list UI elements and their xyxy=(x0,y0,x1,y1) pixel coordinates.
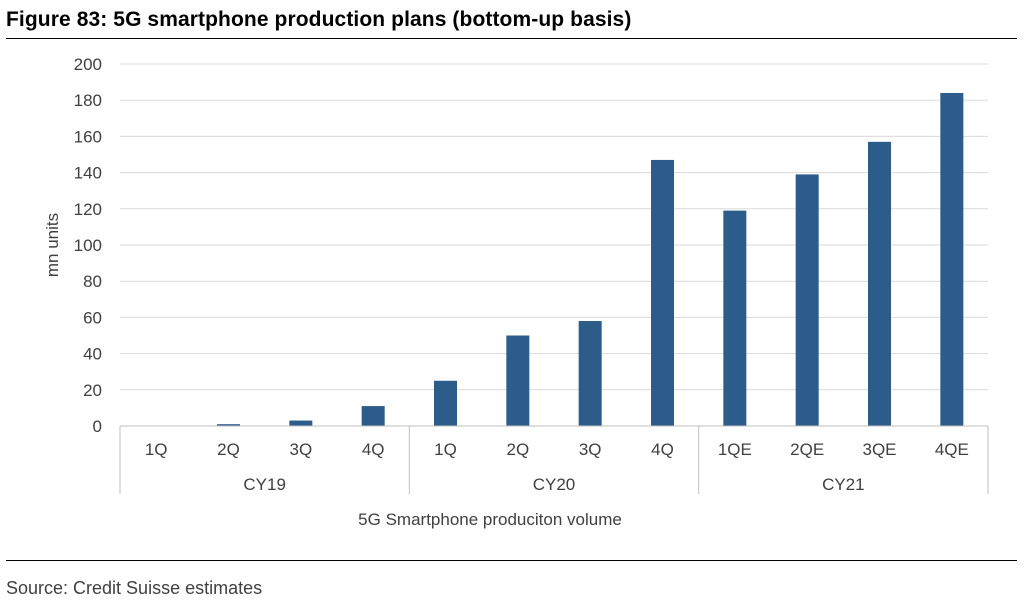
x-tick-label: 1QE xyxy=(718,440,752,459)
y-tick-label: 60 xyxy=(83,308,102,327)
bar xyxy=(651,159,674,426)
bar xyxy=(723,210,747,426)
x-tick-label: 4Q xyxy=(362,440,385,459)
bar xyxy=(795,174,819,426)
bar xyxy=(868,141,891,426)
y-tick-label: 0 xyxy=(93,417,102,436)
x-tick-label: 1Q xyxy=(434,440,457,459)
y-tick-label: 80 xyxy=(83,272,102,291)
x-tick-label: 2QE xyxy=(790,440,824,459)
group-label: CY21 xyxy=(822,475,865,494)
source-note: Source: Credit Suisse estimates xyxy=(6,578,263,598)
y-tick-label: 140 xyxy=(74,164,102,183)
gridlines xyxy=(120,63,988,391)
bar xyxy=(434,380,457,426)
y-axis-label: mn units xyxy=(43,213,62,277)
x-tick-label: 1Q xyxy=(145,440,168,459)
y-tick-label: 160 xyxy=(74,127,102,146)
y-tick-label: 40 xyxy=(83,345,102,364)
bar xyxy=(940,92,964,427)
bar xyxy=(578,321,602,426)
figure-title: Figure 83: 5G smartphone production plan… xyxy=(6,8,632,31)
x-tick-label: 3Q xyxy=(579,440,602,459)
y-tick-label: 100 xyxy=(74,236,102,255)
y-tick-label: 180 xyxy=(74,91,102,110)
bar xyxy=(361,406,385,426)
x-tick-label: 2Q xyxy=(506,440,529,459)
x-tick-label: 2Q xyxy=(217,440,240,459)
bar xyxy=(217,424,240,426)
x-tick-label: 4Q xyxy=(651,440,674,459)
y-tick-label: 200 xyxy=(74,55,102,74)
group-label: CY19 xyxy=(243,475,286,494)
group-label: CY20 xyxy=(533,475,576,494)
footer-divider xyxy=(6,560,1017,561)
bars xyxy=(217,92,964,427)
bar-chart: 0 20 40 60 80 100 120 140 160 180 200 1Q 2Q 3Q 4Q 1Q 2Q… xyxy=(43,55,989,529)
x-tick-label: 3Q xyxy=(289,440,312,459)
title-divider xyxy=(6,38,1017,39)
x-tick-label: 3QE xyxy=(862,440,896,459)
x-axis-label: 5G Smartphone produciton volume xyxy=(358,510,622,529)
x-tick-label: 4QE xyxy=(935,440,969,459)
x-axis: 1Q 2Q 3Q 4Q 1Q 2Q 3Q 4Q 1QE 2QE 3QE 4QE CY19 CY20 CY21 xyxy=(119,425,989,494)
bar xyxy=(506,335,530,426)
y-axis-ticks: 0 20 40 60 80 100 120 140 160 180 200 xyxy=(74,55,102,436)
y-tick-label: 120 xyxy=(74,200,102,219)
bar xyxy=(289,420,313,426)
y-tick-label: 20 xyxy=(83,381,102,400)
